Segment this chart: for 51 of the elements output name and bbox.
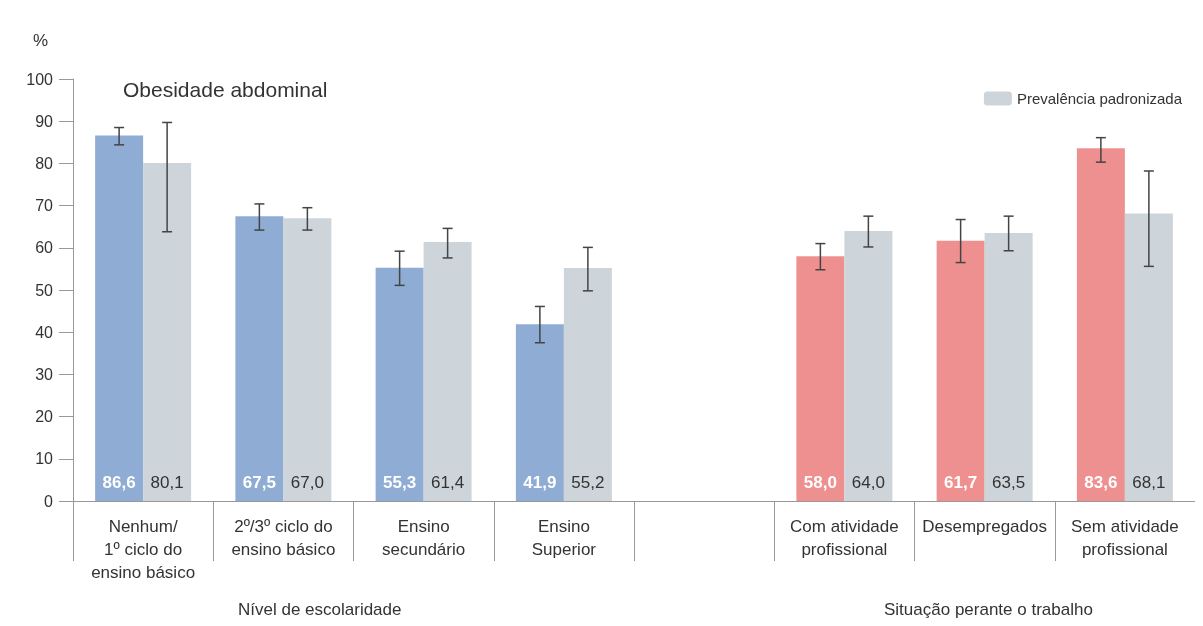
bar [143,162,192,501]
data-label: 86,6 [102,473,136,492]
x-tick-label: Ensino secundário [382,517,466,559]
y-tick-label: 10 [35,450,54,468]
data-label: 41,9 [523,473,557,492]
x-tick-label: Sem atividade profissional [1071,517,1179,559]
bar [423,241,472,501]
legend-label: Prevalência padronizada [1016,90,1183,107]
bar [984,233,1033,501]
y-axis-title: % [32,31,48,50]
data-label: 58,0 [803,473,837,492]
data-label: 61,7 [944,473,978,492]
text: Situação perante o trabalho [884,600,1093,619]
bar [375,267,424,501]
bar [283,218,332,501]
y-tick-label: 90 [35,112,54,130]
bar [515,324,564,501]
chart-title: Obesidade abdominal [123,78,328,101]
x-tick-label: Ensino Superior [531,517,597,559]
data-label: 63,5 [992,473,1026,492]
data-label: 80,1 [150,473,184,492]
data-label: 68,1 [1132,473,1166,492]
y-tick-label: 20 [35,408,54,426]
bar [95,135,144,501]
x-tick-label: Nenhum/ 1º ciclo do ensino básico [91,517,196,582]
y-tick-label: 40 [35,323,54,341]
text: Nível de escolaridade [238,600,402,619]
y-tick-label: 80 [35,154,54,172]
data-label: 83,6 [1084,473,1118,492]
bar [563,268,612,501]
y-tick-label: 0 [44,492,54,510]
bar [235,216,284,501]
x-tick-label: Com atividade profissional [790,517,899,559]
y-tick-label: 30 [35,365,54,383]
data-label: 64,0 [851,473,885,492]
bar [1076,148,1125,501]
y-tick-label: 60 [35,239,54,257]
x-tick-label: Desempregados [922,517,1047,536]
x-tick-label: 2º/3º ciclo do ensino básico [231,517,336,559]
data-label: 67,5 [242,473,276,492]
y-tick-label: 50 [35,281,54,299]
data-label: 55,2 [571,473,605,492]
data-label: 55,3 [383,473,417,492]
bar [936,240,985,501]
data-label: 67,0 [290,473,324,492]
y-tick-label: 70 [35,197,54,215]
bar [844,230,893,501]
bar [1124,213,1173,501]
data-label: 61,4 [431,473,465,492]
bar [796,256,845,501]
y-tick-label: 100 [26,70,54,88]
